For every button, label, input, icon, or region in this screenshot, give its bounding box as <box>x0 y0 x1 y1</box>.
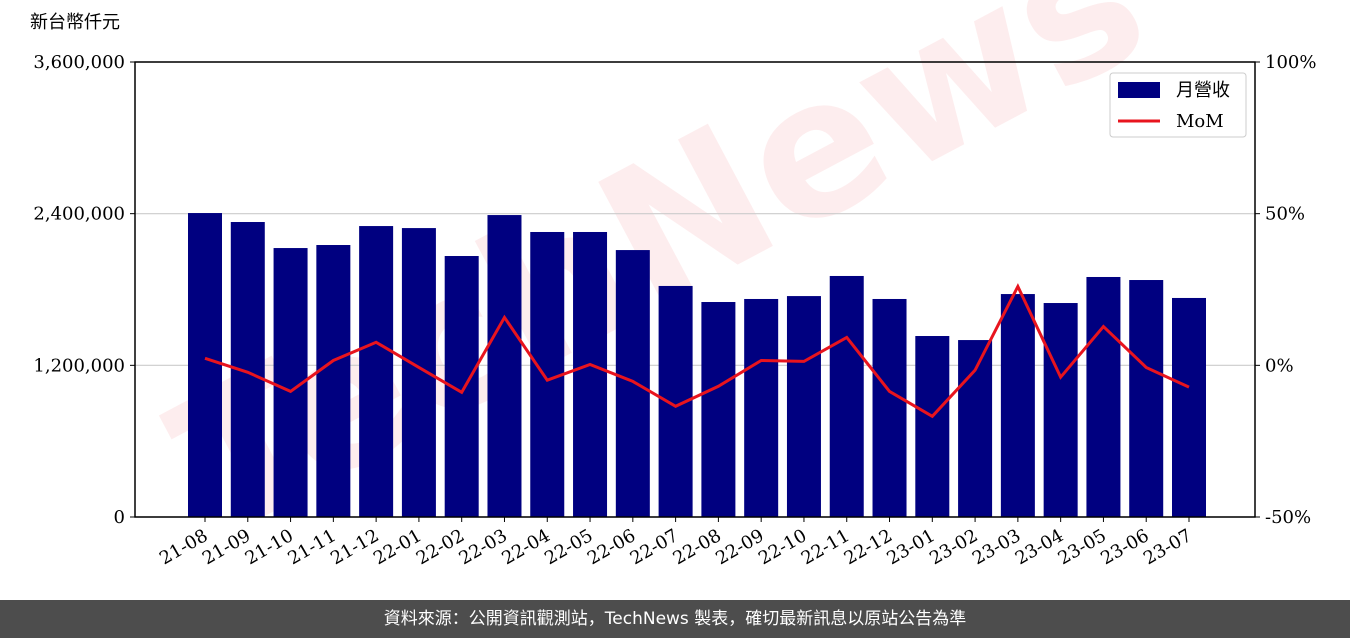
y-axis-title: 新台幣仟元 <box>30 12 120 33</box>
x-tick-label: 23-01 <box>883 525 938 569</box>
chart: 新台幣仟元 TechNews 01,200,0002,400,0003,600,… <box>30 0 1316 578</box>
legend-label: 月營收 <box>1176 80 1230 101</box>
bar <box>188 213 222 517</box>
x-tick-label: 22-05 <box>541 525 596 569</box>
bar <box>1172 297 1206 517</box>
x-tick-label: 21-12 <box>327 525 382 569</box>
bar <box>958 340 993 517</box>
y2-tick-label: 0% <box>1265 355 1294 376</box>
x-tick-label: 22-03 <box>456 525 511 569</box>
bar <box>1043 303 1078 517</box>
plot-frame <box>134 61 1256 518</box>
x-tick-label: 22-11 <box>798 525 853 569</box>
y2-tick-label: 50% <box>1265 204 1305 225</box>
bar <box>915 336 950 517</box>
x-tick-label: 23-07 <box>1140 525 1195 569</box>
line <box>204 283 1190 419</box>
bar <box>487 215 522 517</box>
bar <box>615 250 650 518</box>
x-tick-label: 22-02 <box>413 525 468 569</box>
bar <box>1086 276 1121 517</box>
y-tick-label: 0 <box>114 507 125 528</box>
x-tick-label: 22-04 <box>498 525 553 569</box>
bar <box>573 231 608 518</box>
legend-swatch <box>1118 82 1160 98</box>
bar <box>701 302 736 517</box>
bar <box>359 226 394 517</box>
legend-label: MoM <box>1176 111 1224 132</box>
bar <box>786 296 821 517</box>
x-tick-label: 22-06 <box>584 525 639 569</box>
x-tick-label: 23-06 <box>1097 525 1152 569</box>
footer: 資料來源：公開資訊觀測站，TechNews 製表，確切最新訊息以原站公告為準 <box>0 600 1350 638</box>
x-tick-label: 23-05 <box>1054 525 1109 569</box>
x-tick-label: 22-10 <box>755 525 810 569</box>
x-tick-label: 23-02 <box>926 525 981 569</box>
y2-tick-label: 100% <box>1265 52 1316 73</box>
y-tick-label: 1,200,000 <box>33 355 125 376</box>
bar <box>829 275 864 517</box>
y-tick-label: 2,400,000 <box>33 204 125 225</box>
bar <box>872 298 907 517</box>
x-tick-label: 22-08 <box>669 525 724 569</box>
x-tick-label: 22-12 <box>841 525 896 569</box>
x-tick-label: 22-01 <box>370 525 425 569</box>
bar <box>401 228 436 517</box>
x-tick-label: 23-03 <box>969 525 1024 569</box>
bar <box>744 298 779 517</box>
x-tick-label: 22-09 <box>712 525 767 569</box>
x-tick-label: 21-08 <box>156 525 211 569</box>
y-tick-label: 3,600,000 <box>33 52 125 73</box>
x-tick-label: 22-07 <box>627 525 682 569</box>
bar <box>1000 294 1035 517</box>
x-tick-label: 23-04 <box>1012 525 1067 569</box>
bar <box>316 245 351 517</box>
bar <box>1129 280 1164 517</box>
y2-tick-label: -50% <box>1265 507 1311 528</box>
